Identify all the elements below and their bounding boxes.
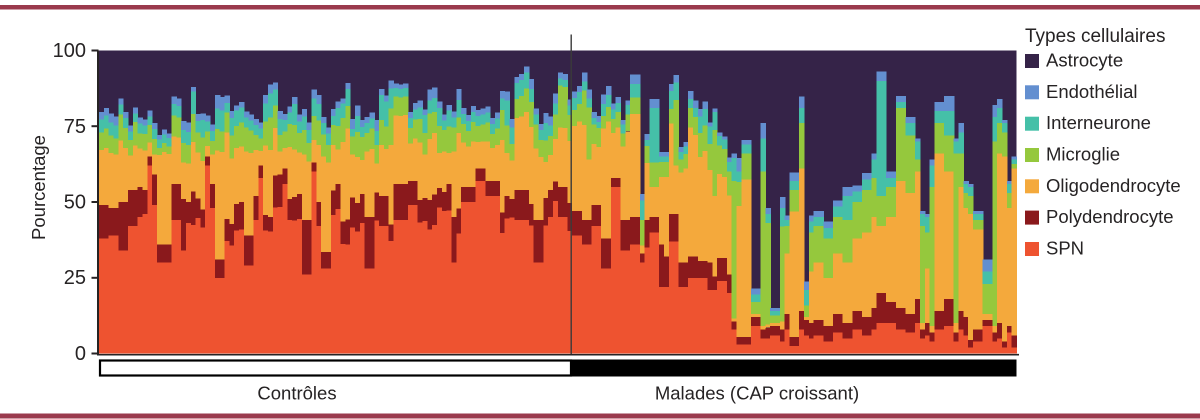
svg-text:Pourcentage: Pourcentage [28, 135, 49, 240]
svg-text:0: 0 [75, 343, 86, 365]
svg-text:25: 25 [64, 267, 86, 289]
svg-text:Polydendrocyte: Polydendrocyte [1046, 206, 1174, 227]
svg-text:75: 75 [64, 116, 86, 138]
svg-text:SPN: SPN [1046, 238, 1084, 259]
svg-text:Microglie: Microglie [1046, 144, 1120, 165]
svg-text:Contrôles: Contrôles [257, 383, 336, 404]
svg-text:Astrocyte: Astrocyte [1046, 50, 1123, 71]
svg-text:Malades (CAP croissant): Malades (CAP croissant) [655, 383, 859, 404]
svg-text:Types cellulaires: Types cellulaires [1025, 26, 1165, 47]
svg-text:Endothélial: Endothélial [1046, 81, 1138, 102]
svg-text:100: 100 [53, 40, 86, 62]
svg-text:Interneurone: Interneurone [1046, 112, 1151, 133]
svg-text:50: 50 [64, 192, 86, 214]
svg-text:Oligodendrocyte: Oligodendrocyte [1046, 175, 1181, 196]
